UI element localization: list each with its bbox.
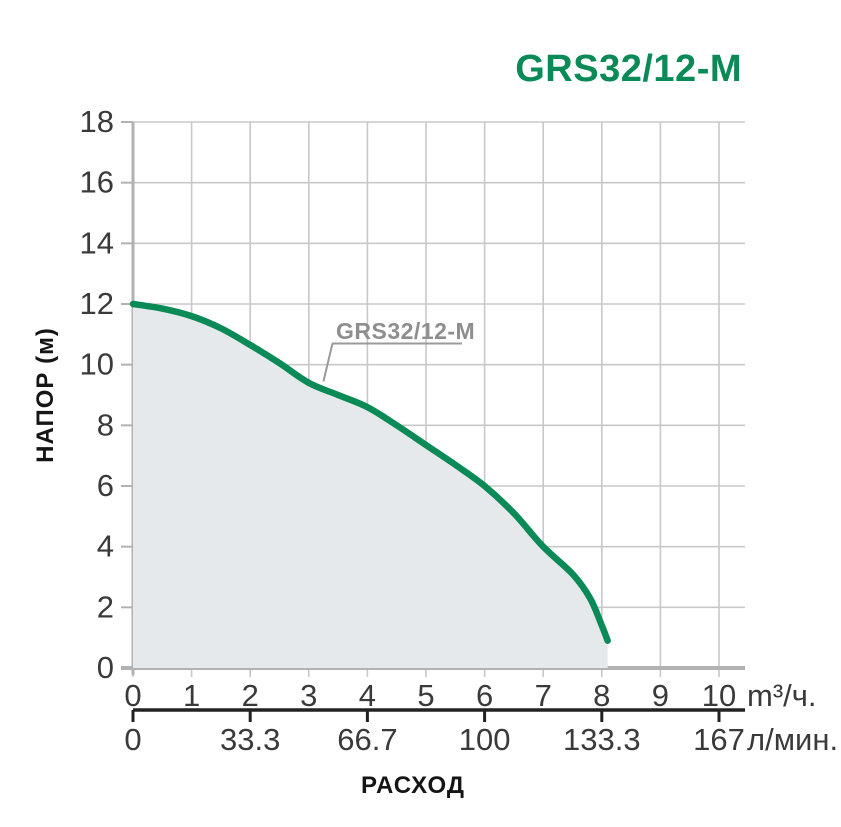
x-unit-primary-label: m³/ч.: [747, 678, 817, 713]
curve-area-fill: [133, 304, 608, 668]
y-tick-label: 4: [97, 529, 114, 564]
secondary-tick-label: 167: [693, 722, 745, 757]
y-tick-label: 8: [97, 407, 114, 442]
pump-curve: [129, 300, 611, 644]
x-tick-label: 6: [476, 678, 493, 713]
x-tick-label: 9: [652, 678, 669, 713]
head-flow-curve: [129, 300, 611, 644]
curve-annotation-label: GRS32/12-M: [336, 318, 476, 344]
x-tick-label: 7: [535, 678, 552, 713]
x-tick-label: 4: [359, 678, 376, 713]
x-tick-label: 3: [300, 678, 317, 713]
annotation-leader-line: [322, 343, 334, 382]
secondary-tick-label: 33.3: [220, 722, 280, 757]
x-tick-label: 0: [124, 678, 141, 713]
y-tick-label: 18: [80, 104, 114, 139]
curve-fill-area: [133, 304, 608, 668]
y-tick-label: 14: [80, 225, 114, 260]
x-tick-label: 2: [242, 678, 259, 713]
y-tick-label: 10: [80, 347, 114, 382]
x-unit-secondary-label: л/мин.: [747, 722, 838, 757]
secondary-tick-label: 100: [459, 722, 511, 757]
x-tick-label: 8: [593, 678, 610, 713]
secondary-tick-label: 133.3: [563, 722, 641, 757]
secondary-tick-label: 0: [124, 722, 141, 757]
x-tick-label: 1: [183, 678, 200, 713]
x-tick-label: 10: [702, 678, 736, 713]
y-tick-label: 12: [80, 286, 114, 321]
y-tick-label: 6: [97, 468, 114, 503]
page-title: GRS32/12-M: [515, 48, 742, 90]
y-tick-label: 16: [80, 165, 114, 200]
secondary-flow-axis: 0 33.3 66.7 100 133.3 167: [124, 708, 745, 757]
y-tick-label: 2: [97, 589, 114, 624]
curve-label-leader: [322, 342, 462, 382]
y-axis-title: НАПОР (м): [32, 327, 59, 463]
x-axis-title: РАСХОД: [361, 772, 465, 799]
y-tick-label: 0: [97, 650, 114, 685]
secondary-tick-label: 66.7: [337, 722, 397, 757]
x-tick-label: 5: [417, 678, 434, 713]
